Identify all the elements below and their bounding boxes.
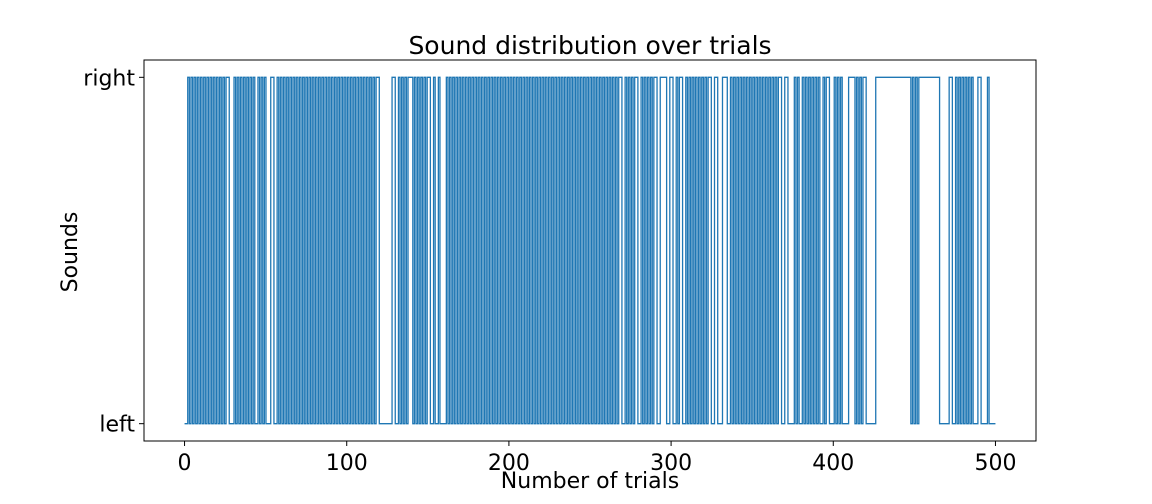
y-axis-label: Sounds [58, 212, 83, 293]
y-axis-ticks: left right [83, 66, 144, 438]
plot-area [184, 76, 996, 425]
y-tick-label: left [99, 413, 135, 438]
series-line-0 [184, 76, 996, 425]
x-tick-label: 200 [488, 451, 530, 476]
y-tick-label: right [83, 66, 135, 91]
x-tick-label: 400 [812, 451, 854, 476]
x-axis-label: Number of trials [501, 469, 679, 494]
chart-title: Sound distribution over trials [408, 31, 771, 60]
x-tick-label: 500 [974, 451, 1016, 476]
x-tick-label: 0 [178, 451, 192, 476]
x-axis-ticks: 0 100 200 300 400 500 [178, 441, 1016, 476]
x-tick-label: 300 [650, 451, 692, 476]
plot-frame [143, 59, 1037, 442]
x-tick-label: 100 [326, 451, 368, 476]
